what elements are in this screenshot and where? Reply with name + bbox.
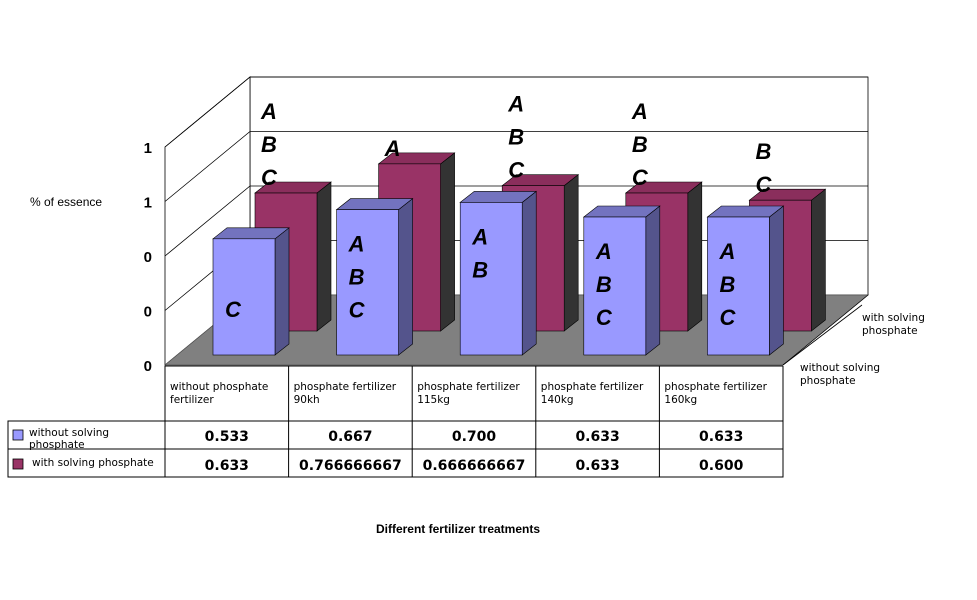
legend-label: phosphate: [29, 439, 85, 451]
legend-label: without solving: [29, 427, 109, 439]
significance-letter: B: [508, 125, 524, 150]
data-table-value: 0.700: [452, 429, 497, 445]
significance-letter: B: [632, 132, 648, 157]
category-label: phosphate fertilizer 90kh: [294, 381, 397, 406]
significance-letter: C: [596, 305, 613, 330]
bar-side: [521, 190, 537, 356]
data-table-value: 0.600: [699, 458, 744, 474]
significance-letter: A: [384, 136, 401, 161]
significance-letter: C: [719, 305, 736, 330]
category-label: phosphate fertilizer 140kg: [541, 381, 644, 406]
data-table-value: 0.533: [205, 429, 249, 445]
y-axis-label: % of essence: [30, 195, 102, 209]
data-table-value: 0.766666667: [299, 458, 402, 474]
category-label: phosphate fertilizer 160kg: [664, 381, 767, 406]
depth-axis: [782, 294, 869, 366]
data-table-value: 0.633: [205, 458, 249, 474]
significance-letter: C: [755, 172, 772, 197]
bar: [583, 216, 647, 356]
x-axis-title: Different fertilizer treatments: [376, 522, 540, 536]
depth-label-with: phosphate: [862, 325, 918, 337]
significance-letter: C: [261, 165, 278, 190]
data-table-value: 0.667: [328, 429, 372, 445]
bar: [707, 216, 770, 356]
data-table-value: 0.633: [575, 458, 619, 474]
depth-label-without: without solving: [800, 362, 880, 374]
legend-key: [12, 429, 24, 441]
significance-letter: C: [349, 298, 366, 323]
significance-letter: A: [471, 224, 488, 249]
bar-side: [563, 174, 579, 332]
data-table-value: 0.666666667: [423, 458, 526, 474]
legend-label: with solving phosphate: [32, 457, 154, 469]
depth-label-without: phosphate: [800, 375, 856, 387]
significance-letter: B: [261, 132, 277, 157]
bar-side: [440, 152, 455, 332]
data-table-value: 0.633: [575, 429, 619, 445]
data-table-value: 0.633: [699, 429, 743, 445]
y-tick-label: 0: [144, 358, 152, 375]
significance-letter: C: [508, 158, 525, 183]
significance-letter: A: [595, 239, 612, 264]
significance-letter: A: [507, 92, 524, 117]
category-label: without phosphate fertilizer: [170, 381, 268, 406]
bar: [212, 238, 276, 356]
legend-key: [12, 458, 24, 470]
bar-side: [398, 197, 413, 356]
significance-letter: B: [596, 272, 612, 297]
bar-side: [316, 181, 332, 332]
bar-side: [769, 205, 784, 356]
bar-side: [274, 227, 290, 356]
significance-letter: B: [719, 272, 735, 297]
bar: [459, 202, 523, 356]
y-tick-label: 1: [144, 195, 152, 212]
significance-letter: A: [260, 99, 277, 124]
significance-letter: C: [225, 297, 242, 322]
y-tick-label: 0: [144, 249, 152, 266]
gridline: [164, 76, 868, 148]
significance-letter: B: [755, 139, 771, 164]
significance-letter: A: [718, 239, 735, 264]
significance-letter: B: [472, 257, 488, 282]
significance-letter: C: [632, 165, 649, 190]
significance-letter: A: [631, 99, 648, 124]
y-tick-label: 1: [144, 140, 152, 157]
category-label: phosphate fertilizer 115kg: [417, 381, 520, 406]
y-tick-label: 0: [144, 304, 152, 321]
bar: [336, 209, 399, 356]
bar-side: [811, 188, 826, 332]
bar-side: [687, 181, 703, 332]
gridline: [164, 131, 868, 202]
significance-letter: A: [348, 232, 365, 257]
depth-tick: [782, 304, 863, 366]
depth-label-with: with solving: [862, 312, 925, 324]
significance-letter: B: [349, 265, 365, 290]
bar-side: [645, 205, 661, 356]
